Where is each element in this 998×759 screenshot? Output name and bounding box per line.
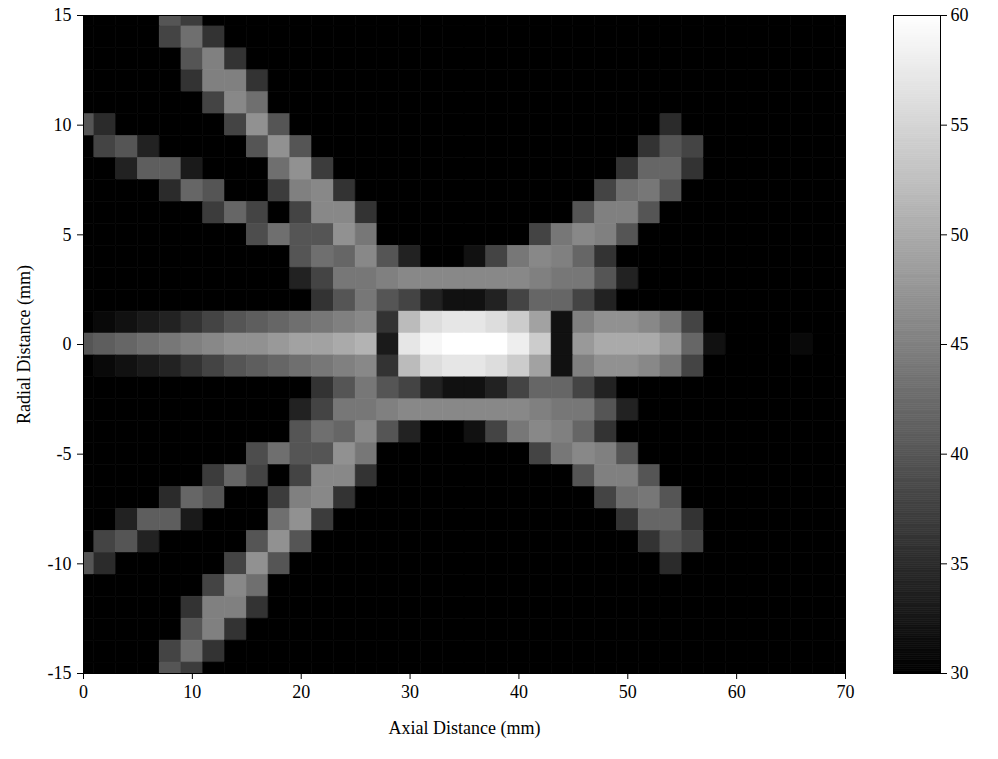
svg-text:45: 45: [951, 334, 969, 354]
svg-text:35: 35: [951, 554, 969, 574]
svg-text:15: 15: [54, 5, 72, 25]
svg-text:-10: -10: [48, 554, 72, 574]
svg-text:30: 30: [401, 682, 419, 702]
svg-text:10: 10: [54, 115, 72, 135]
svg-text:40: 40: [510, 682, 528, 702]
svg-text:40: 40: [951, 444, 969, 464]
svg-text:0: 0: [79, 682, 88, 702]
svg-text:Axial Distance (mm): Axial Distance (mm): [389, 718, 541, 739]
svg-text:60: 60: [951, 5, 969, 25]
svg-text:50: 50: [951, 225, 969, 245]
svg-text:5: 5: [63, 225, 72, 245]
svg-text:Radial Distance (mm): Radial Distance (mm): [14, 265, 35, 424]
svg-text:30: 30: [951, 663, 969, 683]
svg-text:-15: -15: [48, 663, 72, 683]
svg-text:20: 20: [292, 682, 310, 702]
svg-text:55: 55: [951, 115, 969, 135]
svg-text:0: 0: [63, 334, 72, 354]
svg-text:60: 60: [728, 682, 746, 702]
svg-text:50: 50: [619, 682, 637, 702]
svg-text:10: 10: [183, 682, 201, 702]
svg-text:-5: -5: [57, 444, 72, 464]
svg-text:70: 70: [837, 682, 855, 702]
